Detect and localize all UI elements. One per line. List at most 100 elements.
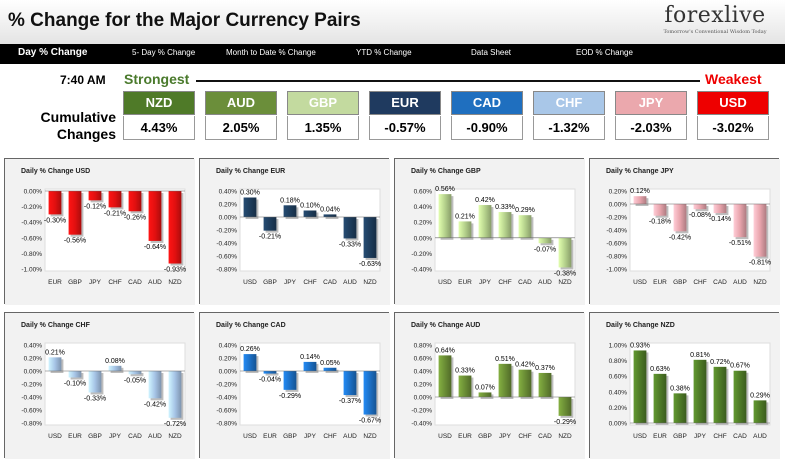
x-tick-label: EUR (263, 433, 277, 440)
y-tick-label: 0.60% (609, 374, 628, 381)
x-tick-label: CHF (108, 279, 121, 286)
y-tick-label: 0.00% (414, 235, 433, 242)
x-tick-label: CAD (518, 279, 532, 286)
y-tick-label: -0.80% (216, 267, 237, 274)
y-tick-label: -0.20% (21, 204, 42, 211)
data-label: -0.64% (144, 244, 166, 251)
y-tick-label: -0.40% (606, 228, 627, 235)
y-tick-label: -0.40% (21, 395, 42, 402)
nav-eod-change[interactable]: EOD % Change (576, 48, 633, 57)
y-tick-label: -0.40% (216, 395, 237, 402)
page-title: % Change for the Major Currency Pairs (8, 10, 361, 31)
x-tick-label: NZD (168, 279, 182, 286)
nav-ytd-change[interactable]: YTD % Change (356, 48, 412, 57)
bar-eur (653, 204, 667, 216)
x-tick-label: NZD (363, 433, 377, 440)
bar-gbp (88, 371, 102, 393)
chart-title: Daily % Change CAD (216, 322, 286, 329)
x-tick-label: CAD (323, 279, 337, 286)
y-tick-label: 0.20% (609, 405, 628, 412)
y-tick-label: -0.20% (411, 408, 432, 415)
currency-code-usd: USD (697, 91, 769, 115)
x-tick-label: CHF (713, 433, 726, 440)
data-label: -0.04% (259, 377, 281, 384)
chart-panel-cad: Daily % Change CAD 0.40% 0.20% 0.00% -0.20% -… (199, 312, 390, 459)
x-tick-label: CHF (323, 433, 336, 440)
currency-code-jpy: JPY (615, 91, 687, 115)
x-tick-label: EUR (458, 433, 472, 440)
data-label: 0.05% (320, 360, 340, 367)
x-tick-label: CHF (498, 279, 511, 286)
nav-day-change[interactable]: Day % Change (18, 47, 88, 58)
x-tick-label: GBP (673, 279, 687, 286)
y-tick-label: -0.20% (216, 228, 237, 235)
x-tick-label: JPY (479, 279, 492, 286)
data-label: -0.14% (709, 216, 731, 223)
data-label: -0.42% (144, 401, 166, 408)
currency-value-eur: -0.57% (369, 116, 441, 140)
bar-jpy (478, 205, 492, 238)
x-tick-label: JPY (89, 279, 102, 286)
x-tick-label: JPY (499, 433, 512, 440)
chart-title: Daily % Change USD (21, 168, 90, 175)
nav-month-to-date-change[interactable]: Month to Date % Change (226, 48, 316, 57)
x-tick-label: EUR (68, 433, 82, 440)
chart-panel-nzd: Daily % Change NZD 1.00% 0.80% 0.60% 0.40% 0.… (589, 312, 780, 459)
bar-cad (128, 191, 142, 212)
y-tick-label: 0.40% (609, 389, 628, 396)
bar-aud (343, 217, 357, 239)
bar-nzd (363, 217, 377, 258)
x-tick-label: USD (243, 279, 257, 286)
currency-value-gbp: 1.35% (287, 116, 359, 140)
bar-nzd (168, 371, 182, 418)
data-label: -0.67% (359, 418, 381, 425)
x-tick-label: AUD (753, 433, 767, 440)
bar-usd (633, 196, 647, 204)
x-tick-label: CAD (128, 279, 142, 286)
data-label: -0.72% (164, 421, 186, 428)
y-tick-label: -0.60% (21, 235, 42, 242)
x-tick-label: EUR (653, 279, 667, 286)
bar-gbp (283, 371, 297, 390)
y-tick-label: 0.40% (414, 204, 433, 211)
bar-cad (538, 372, 552, 397)
time-label: 7:40 AM (60, 73, 106, 87)
bar-cad (323, 214, 337, 217)
currency-value-jpy: -2.03% (615, 116, 687, 140)
data-label: 0.29% (515, 207, 535, 214)
x-tick-label: AUD (538, 279, 552, 286)
y-tick-label: 0.40% (414, 369, 433, 376)
data-label: 0.42% (475, 197, 495, 204)
data-label: 0.14% (300, 354, 320, 361)
bar-cad (733, 370, 747, 423)
data-label: -0.33% (84, 395, 106, 402)
currency-code-chf: CHF (533, 91, 605, 115)
y-tick-label: -0.20% (21, 382, 42, 389)
logo-tagline: Tomorrow's Conventional Wisdom Today (663, 29, 767, 35)
x-tick-label: NZD (558, 433, 572, 440)
data-label: 0.26% (240, 346, 260, 353)
y-tick-label: -0.20% (216, 382, 237, 389)
y-tick-label: 0.00% (24, 189, 43, 196)
bar-aud (538, 237, 552, 244)
chart-panel-gbp: Daily % Change GBP 0.60% 0.40% 0.20% 0.00% -0… (394, 158, 585, 305)
nav-5-day-change[interactable]: 5- Day % Change (132, 48, 196, 57)
x-tick-label: AUD (343, 433, 357, 440)
currency-code-gbp: GBP (287, 91, 359, 115)
strength-scale-line (196, 80, 700, 82)
data-label: -0.56% (64, 238, 86, 245)
x-tick-label: USD (633, 433, 647, 440)
chart-panel-eur: Daily % Change EUR 0.40% 0.20% 0.00% -0.20% -… (199, 158, 390, 305)
y-tick-label: 0.40% (219, 189, 238, 196)
bar-shadow (325, 369, 339, 373)
logo-text: forexlive (664, 3, 766, 28)
chart-panel-chf: Daily % Change CHF 0.40% 0.20% 0.00% -0.20% -… (4, 312, 195, 459)
bar-aud (343, 371, 357, 396)
forexlive-logo[interactable]: forexlive Tomorrow's Conventional Wisdom… (652, 3, 778, 41)
x-tick-label: USD (633, 279, 647, 286)
x-tick-label: EUR (458, 279, 472, 286)
x-tick-label: AUD (148, 433, 162, 440)
bar-eur (263, 371, 277, 374)
bar-cad (128, 371, 142, 375)
nav-data-sheet[interactable]: Data Sheet (471, 48, 512, 57)
